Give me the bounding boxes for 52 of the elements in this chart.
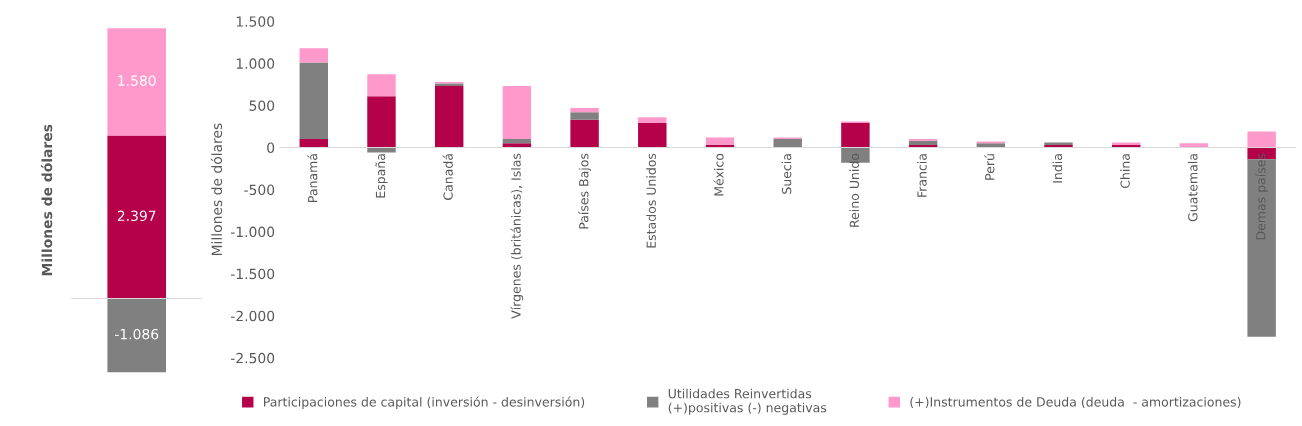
bar — [299, 48, 328, 63]
bar — [841, 123, 870, 148]
x-tick-label: Canadá — [442, 154, 453, 200]
bar — [502, 139, 532, 144]
bar — [299, 139, 328, 148]
y-axis-title: Millones de dólares — [40, 124, 53, 276]
y-tick-label: 1.000 — [236, 58, 275, 69]
data-label: -1.086 — [115, 328, 159, 340]
x-tick-label: Vírgenes (británicas), Islas — [510, 153, 524, 319]
bar — [638, 123, 667, 148]
x-tick-label: Francia — [917, 154, 927, 197]
bar — [502, 86, 532, 140]
x-tick-label: China — [1120, 154, 1130, 189]
x-tick-label: India — [1052, 154, 1063, 183]
bar — [570, 112, 599, 120]
bar — [570, 119, 599, 148]
bar — [367, 96, 396, 148]
bar — [434, 86, 464, 148]
bar — [367, 147, 396, 153]
y-tick-label: -500 — [244, 184, 275, 196]
y-tick-label: 500 — [249, 100, 275, 111]
y-tick-label: -2.500 — [230, 352, 275, 364]
x-tick-label: Estados Unidos — [646, 153, 656, 248]
bar — [1247, 131, 1276, 148]
bar — [773, 139, 802, 148]
x-tick-label: Países Bajos — [578, 153, 591, 229]
bar — [976, 143, 1006, 148]
y-tick-label: -2.000 — [230, 310, 275, 322]
bar — [705, 137, 735, 145]
bar — [502, 143, 532, 148]
bar — [299, 62, 328, 140]
y-tick-label: 0 — [267, 142, 275, 153]
x-tick-label: Perú — [984, 154, 995, 180]
data-label: 2.397 — [117, 210, 156, 222]
y-tick-label: -1.000 — [230, 226, 275, 238]
bar — [367, 74, 396, 97]
y-tick-label: -1.500 — [230, 268, 275, 280]
legend-label: Participaciones de capital (inversión - desinversión) — [264, 396, 585, 410]
x-tick-label: Panamá — [307, 154, 318, 202]
x-tick-label: España — [375, 154, 388, 198]
bar — [1179, 143, 1209, 148]
x-tick-label: Guatemala — [1187, 154, 1198, 222]
bar — [908, 140, 938, 145]
legend-label: Utilidades Reinvertidas (+)positivas (-) negativas — [668, 388, 827, 415]
y-axis-title: Millones de dólares — [210, 123, 223, 256]
bar — [638, 117, 667, 124]
x-tick-label: México — [713, 153, 724, 196]
data-label: 1.580 — [118, 75, 156, 86]
bar — [570, 107, 599, 113]
y-tick-label: 1.500 — [236, 16, 275, 27]
x-tick-label: Suecia — [781, 154, 792, 194]
legend-label: (+)Instrumentos de Deuda (deuda - amortizaciones) — [910, 396, 1241, 409]
